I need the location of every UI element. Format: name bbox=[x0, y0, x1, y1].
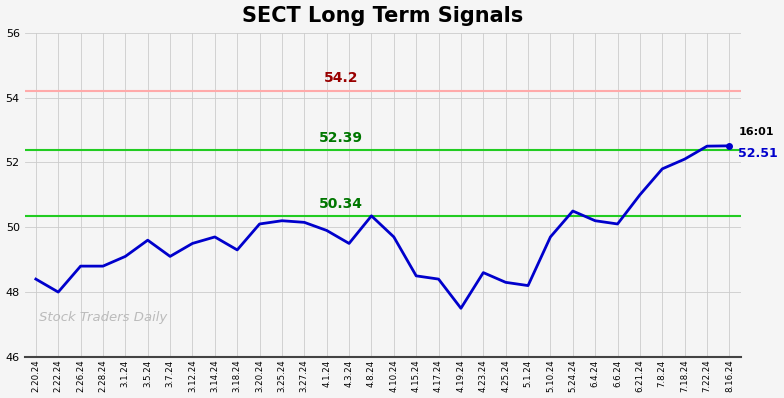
Title: SECT Long Term Signals: SECT Long Term Signals bbox=[242, 6, 523, 25]
Text: 52.51: 52.51 bbox=[739, 147, 778, 160]
Text: 52.39: 52.39 bbox=[319, 131, 363, 145]
Text: 54.2: 54.2 bbox=[324, 71, 358, 85]
Text: Stock Traders Daily: Stock Traders Daily bbox=[39, 312, 167, 324]
Text: 16:01: 16:01 bbox=[739, 127, 774, 137]
Text: 50.34: 50.34 bbox=[319, 197, 363, 211]
